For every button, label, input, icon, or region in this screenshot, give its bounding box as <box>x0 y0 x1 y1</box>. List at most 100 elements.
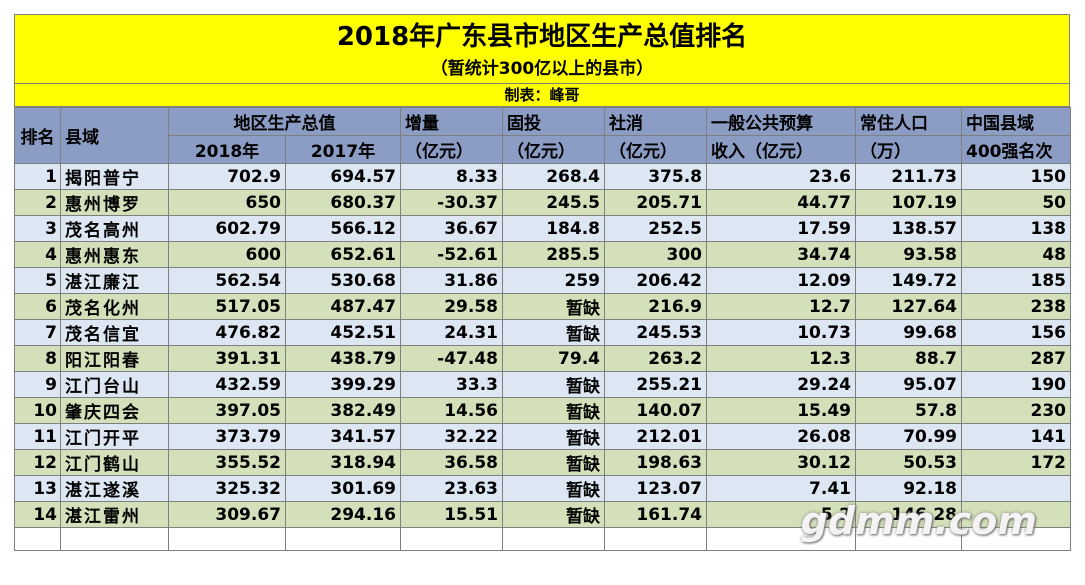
invest-cell[interactable]: 暂缺 <box>502 449 605 476</box>
invest-cell[interactable]: 暂缺 <box>502 501 605 528</box>
top400-cell[interactable]: 156 <box>961 319 1071 346</box>
county-cell[interactable]: 阳江阳春 <box>60 345 169 372</box>
rank-cell[interactable]: 14 <box>14 501 61 528</box>
empty-cell[interactable] <box>961 527 1071 551</box>
top400-cell[interactable] <box>961 501 1071 528</box>
county-cell[interactable]: 茂名信宜 <box>60 319 169 346</box>
top400-cell[interactable]: 230 <box>961 397 1071 424</box>
rank-cell[interactable]: 10 <box>14 397 61 424</box>
consume-cell[interactable]: 161.74 <box>604 501 707 528</box>
rank-cell[interactable]: 3 <box>14 215 61 242</box>
rank-cell[interactable]: 12 <box>14 449 61 476</box>
increase-cell[interactable]: -47.48 <box>400 345 503 372</box>
budget-cell[interactable]: 5.2 <box>706 501 856 528</box>
increase-cell[interactable]: 32.22 <box>400 423 503 450</box>
top400-cell[interactable]: 190 <box>961 371 1071 398</box>
invest-cell[interactable]: 暂缺 <box>502 371 605 398</box>
population-cell[interactable]: 88.7 <box>855 345 962 372</box>
gdp-2017-cell[interactable]: 438.79 <box>285 345 401 372</box>
county-cell[interactable]: 江门鹤山 <box>60 449 169 476</box>
increase-cell[interactable]: 36.67 <box>400 215 503 242</box>
budget-cell[interactable]: 17.59 <box>706 215 856 242</box>
budget-cell[interactable]: 23.6 <box>706 163 856 190</box>
gdp-2017-cell[interactable]: 301.69 <box>285 475 401 502</box>
gdp-2017-cell[interactable]: 341.57 <box>285 423 401 450</box>
invest-cell[interactable]: 79.4 <box>502 345 605 372</box>
rank-cell[interactable]: 11 <box>14 423 61 450</box>
top400-cell[interactable]: 50 <box>961 189 1071 216</box>
budget-cell[interactable]: 12.3 <box>706 345 856 372</box>
rank-cell[interactable]: 2 <box>14 189 61 216</box>
consume-cell[interactable]: 263.2 <box>604 345 707 372</box>
budget-cell[interactable]: 26.08 <box>706 423 856 450</box>
population-cell[interactable]: 107.19 <box>855 189 962 216</box>
rank-cell[interactable]: 9 <box>14 371 61 398</box>
increase-cell[interactable]: -52.61 <box>400 241 503 268</box>
invest-cell[interactable]: 259 <box>502 267 605 294</box>
rank-cell[interactable]: 1 <box>14 163 61 190</box>
gdp-2017-cell[interactable]: 487.47 <box>285 293 401 320</box>
consume-cell[interactable]: 216.9 <box>604 293 707 320</box>
consume-cell[interactable]: 140.07 <box>604 397 707 424</box>
county-cell[interactable]: 江门开平 <box>60 423 169 450</box>
gdp-2017-cell[interactable]: 652.61 <box>285 241 401 268</box>
increase-cell[interactable]: 24.31 <box>400 319 503 346</box>
gdp-2017-cell[interactable]: 566.12 <box>285 215 401 242</box>
county-cell[interactable]: 揭阳普宁 <box>60 163 169 190</box>
top400-cell[interactable]: 138 <box>961 215 1071 242</box>
empty-cell[interactable] <box>855 527 962 551</box>
rank-cell[interactable]: 13 <box>14 475 61 502</box>
budget-cell[interactable]: 34.74 <box>706 241 856 268</box>
empty-cell[interactable] <box>60 527 169 551</box>
county-cell[interactable]: 江门台山 <box>60 371 169 398</box>
county-cell[interactable]: 肇庆四会 <box>60 397 169 424</box>
county-cell[interactable]: 茂名高州 <box>60 215 169 242</box>
population-cell[interactable]: 99.68 <box>855 319 962 346</box>
population-cell[interactable]: 127.64 <box>855 293 962 320</box>
gdp-2017-cell[interactable]: 294.16 <box>285 501 401 528</box>
gdp-2018-cell[interactable]: 309.67 <box>168 501 286 528</box>
consume-cell[interactable]: 255.21 <box>604 371 707 398</box>
rank-cell[interactable]: 6 <box>14 293 61 320</box>
gdp-2017-cell[interactable]: 399.29 <box>285 371 401 398</box>
county-cell[interactable]: 惠州博罗 <box>60 189 169 216</box>
increase-cell[interactable]: 8.33 <box>400 163 503 190</box>
gdp-2018-cell[interactable]: 432.59 <box>168 371 286 398</box>
population-cell[interactable]: 95.07 <box>855 371 962 398</box>
budget-cell[interactable]: 10.73 <box>706 319 856 346</box>
budget-cell[interactable]: 12.09 <box>706 267 856 294</box>
gdp-2018-cell[interactable]: 650 <box>168 189 286 216</box>
gdp-2018-cell[interactable]: 602.79 <box>168 215 286 242</box>
consume-cell[interactable]: 123.07 <box>604 475 707 502</box>
gdp-2017-cell[interactable]: 382.49 <box>285 397 401 424</box>
top400-cell[interactable]: 287 <box>961 345 1071 372</box>
top400-cell[interactable]: 141 <box>961 423 1071 450</box>
invest-cell[interactable]: 268.4 <box>502 163 605 190</box>
budget-cell[interactable]: 12.7 <box>706 293 856 320</box>
population-cell[interactable]: 92.18 <box>855 475 962 502</box>
increase-cell[interactable]: 36.58 <box>400 449 503 476</box>
consume-cell[interactable]: 212.01 <box>604 423 707 450</box>
empty-cell[interactable] <box>285 527 401 551</box>
consume-cell[interactable]: 205.71 <box>604 189 707 216</box>
population-cell[interactable]: 70.99 <box>855 423 962 450</box>
increase-cell[interactable]: 33.3 <box>400 371 503 398</box>
invest-cell[interactable]: 暂缺 <box>502 397 605 424</box>
gdp-2018-cell[interactable]: 355.52 <box>168 449 286 476</box>
increase-cell[interactable]: 15.51 <box>400 501 503 528</box>
top400-cell[interactable]: 48 <box>961 241 1071 268</box>
budget-cell[interactable]: 15.49 <box>706 397 856 424</box>
invest-cell[interactable]: 285.5 <box>502 241 605 268</box>
empty-cell[interactable] <box>604 527 707 551</box>
county-cell[interactable]: 湛江雷州 <box>60 501 169 528</box>
gdp-2018-cell[interactable]: 702.9 <box>168 163 286 190</box>
empty-cell[interactable] <box>502 527 605 551</box>
gdp-2017-cell[interactable]: 694.57 <box>285 163 401 190</box>
rank-cell[interactable]: 5 <box>14 267 61 294</box>
population-cell[interactable]: 93.58 <box>855 241 962 268</box>
gdp-2017-cell[interactable]: 530.68 <box>285 267 401 294</box>
population-cell[interactable]: 149.72 <box>855 267 962 294</box>
rank-cell[interactable]: 8 <box>14 345 61 372</box>
population-cell[interactable]: 211.73 <box>855 163 962 190</box>
top400-cell[interactable]: 150 <box>961 163 1071 190</box>
